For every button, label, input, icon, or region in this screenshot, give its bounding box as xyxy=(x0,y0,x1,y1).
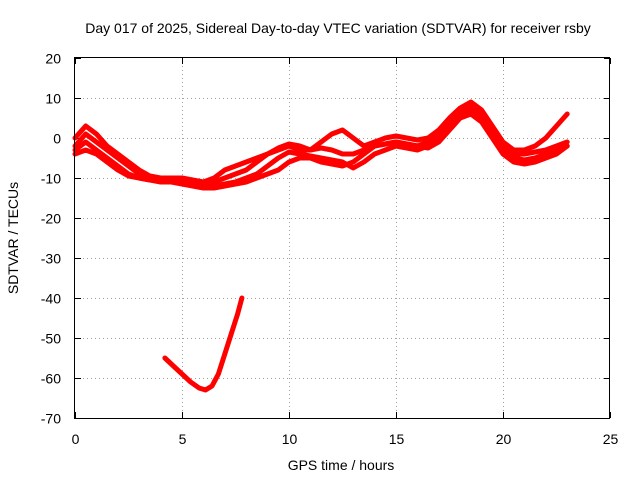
y-tick-label: -20 xyxy=(41,211,61,227)
x-tick-label: 25 xyxy=(603,431,619,447)
x-tick-labels: 0 5 10 15 20 25 xyxy=(72,431,619,447)
y-tick-label: -30 xyxy=(41,251,61,267)
x-tick-label: 10 xyxy=(282,431,298,447)
x-tick-label: 15 xyxy=(389,431,405,447)
series-line-trace-4 xyxy=(72,99,570,185)
series-line-trace-low xyxy=(162,295,245,393)
x-axis-label: GPS time / hours xyxy=(288,457,395,473)
y-tick-label: -40 xyxy=(41,291,61,307)
y-axis-label: SDTVAR / TECUs xyxy=(5,182,21,294)
x-tick-label: 20 xyxy=(496,431,512,447)
y-tick-label: -60 xyxy=(41,371,61,387)
y-tick-label: 10 xyxy=(45,91,61,107)
y-tick-label: 0 xyxy=(53,131,61,147)
plot-frame xyxy=(74,57,610,419)
grid xyxy=(75,58,610,418)
data-traces xyxy=(72,99,570,393)
y-tick-label: -10 xyxy=(41,171,61,187)
axis-ticks xyxy=(75,58,611,419)
x-tick-label: 0 xyxy=(72,431,80,447)
y-tick-label: 20 xyxy=(45,51,61,67)
y-tick-labels: 20 10 0 -10 -20 -30 -40 -50 -60 -70 xyxy=(41,51,61,427)
y-tick-label: -70 xyxy=(41,411,61,427)
y-tick-label: -50 xyxy=(41,331,61,347)
chart-title: Day 017 of 2025, Sidereal Day-to-day VTE… xyxy=(85,20,591,36)
x-tick-label: 5 xyxy=(179,431,187,447)
